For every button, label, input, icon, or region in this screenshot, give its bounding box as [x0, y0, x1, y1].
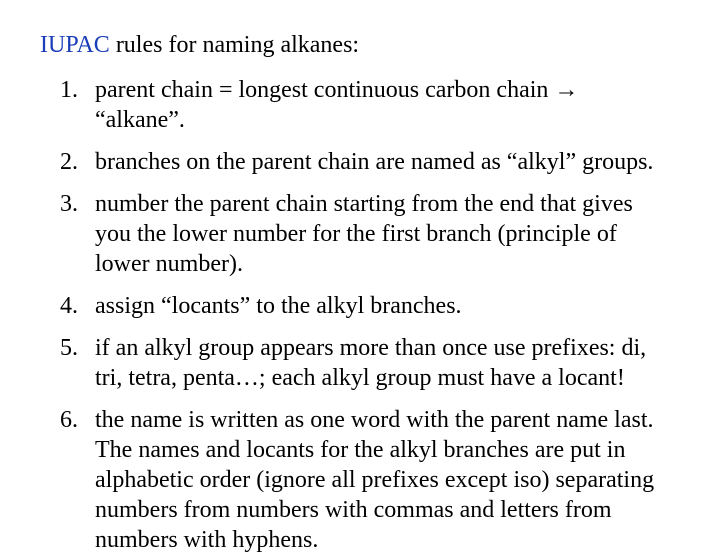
list-item: parent chain = longest continuous carbon…: [60, 75, 670, 135]
rules-list: parent chain = longest continuous carbon…: [40, 75, 680, 555]
slide-title: IUPAC rules for naming alkanes:: [40, 30, 680, 61]
list-item: if an alkyl group appears more than once…: [60, 333, 670, 393]
list-item: the name is written as one word with the…: [60, 405, 670, 555]
list-item: number the parent chain starting from th…: [60, 189, 670, 279]
list-item: branches on the parent chain are named a…: [60, 147, 670, 177]
slide: IUPAC rules for naming alkanes: parent c…: [0, 0, 720, 540]
list-item: assign “locants” to the alkyl branches.: [60, 291, 670, 321]
title-highlight: IUPAC: [40, 32, 110, 58]
title-rest: rules for naming alkanes:: [110, 32, 359, 58]
